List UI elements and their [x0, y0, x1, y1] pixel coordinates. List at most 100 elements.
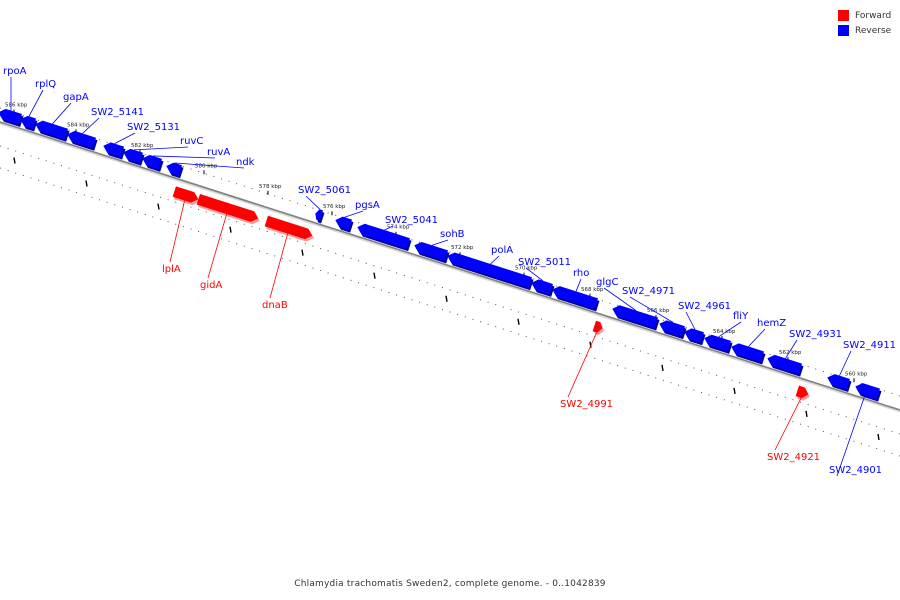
scale-tick-mark [445, 295, 448, 302]
gene-SW2_4961[interactable]: SW2_4961 [678, 301, 731, 346]
gene-arrow[interactable] [67, 130, 96, 149]
gene-rho[interactable]: rho [552, 268, 600, 312]
scale-tick-mark [85, 180, 88, 187]
gene-leader [82, 117, 100, 134]
gene-leader [28, 89, 44, 117]
gene-label[interactable]: SW2_5131 [127, 122, 180, 133]
gene-label[interactable]: gapA [63, 92, 89, 103]
gene-SW2_5141[interactable]: SW2_5141 [67, 107, 144, 151]
gene-label[interactable]: SW2_5011 [518, 257, 571, 268]
gene-arrow[interactable] [592, 320, 603, 333]
gene-label[interactable]: SW2_5041 [385, 215, 438, 226]
gene-arrow[interactable] [731, 343, 764, 362]
gene-arrow[interactable] [166, 162, 182, 176]
gene-arrow[interactable] [552, 286, 598, 309]
gene-arrow[interactable] [335, 216, 352, 231]
gene-arrow[interactable] [414, 241, 448, 261]
gene-label[interactable]: gidA [200, 280, 222, 291]
gene-arrow[interactable] [795, 385, 809, 399]
gene-label[interactable]: SW2_4901 [829, 465, 882, 476]
scale-label: 578 kbp [259, 184, 282, 190]
gene-gidA[interactable]: gidA [196, 194, 260, 291]
scale-tick-mark [13, 157, 16, 164]
gene-SW2_4911[interactable]: SW2_4911 [827, 340, 896, 392]
gene-hemZ[interactable]: hemZ [731, 318, 786, 365]
gene-arrow[interactable] [0, 108, 22, 125]
gene-label[interactable]: SW2_4961 [678, 301, 731, 312]
gene-lplA[interactable]: lplA [162, 186, 200, 275]
gene-label[interactable]: pgsA [355, 200, 380, 211]
gene-arrow[interactable] [315, 209, 323, 221]
gene-label[interactable]: ruvC [180, 136, 203, 147]
gene-ruvA[interactable]: ruvA [142, 147, 230, 172]
gene-arrow[interactable] [855, 383, 880, 400]
gene-label[interactable]: rplQ [35, 79, 56, 90]
gene-arrow[interactable] [704, 334, 731, 352]
gene-label[interactable]: lplA [162, 264, 181, 275]
gene-label[interactable]: SW2_5061 [298, 185, 351, 196]
gene-SW2_5011[interactable]: SW2_5011 [518, 257, 571, 297]
gene-arrow[interactable] [196, 194, 259, 222]
gene-sohB[interactable]: sohB [414, 229, 465, 264]
gene-arrow[interactable] [767, 354, 802, 375]
gene-label[interactable]: ruvA [207, 147, 230, 158]
gene-label[interactable]: SW2_4921 [767, 452, 820, 463]
gene-gapA[interactable]: gapA [35, 92, 89, 142]
gene-label[interactable]: SW2_4971 [622, 286, 675, 297]
gene-leader [567, 332, 598, 398]
gene-label[interactable]: rpoA [3, 66, 27, 77]
gene-arrow[interactable] [612, 305, 658, 329]
guide-line-upper [0, 107, 900, 397]
gene-label[interactable]: fliY [733, 311, 749, 322]
gene-arrow[interactable] [531, 279, 553, 295]
gene-SW2_5131[interactable]: SW2_5131 [103, 122, 180, 160]
gene-polA[interactable]: polA [447, 245, 534, 291]
gene-arrow[interactable] [103, 142, 124, 158]
gene-SW2_5061[interactable]: SW2_5061 [298, 185, 351, 224]
gene-leader [384, 225, 394, 231]
gene-label[interactable]: dnaB [262, 300, 288, 311]
gene-SW2_4971[interactable]: SW2_4971 [622, 286, 687, 340]
gene-rplQ[interactable]: rplQ [20, 79, 56, 132]
gene-SW2_4991[interactable]: SW2_4991 [560, 320, 613, 410]
gene-label[interactable]: ndk [236, 157, 255, 168]
gene-arrow[interactable] [264, 215, 313, 240]
gene-SW2_4921[interactable]: SW2_4921 [767, 385, 820, 463]
gene-arrow[interactable] [827, 374, 850, 390]
gene-arrow[interactable] [20, 115, 36, 129]
gene-pgsA[interactable]: pgsA [335, 200, 380, 233]
gene-arrow[interactable] [123, 148, 143, 164]
scale-label: 564 kbp [713, 329, 736, 335]
gene-arrow[interactable] [357, 223, 410, 249]
gene-arrow[interactable] [172, 186, 199, 203]
gene-ruvC[interactable]: ruvC [123, 136, 203, 166]
gene-label[interactable]: SW2_4931 [789, 329, 842, 340]
reverse-swatch [838, 25, 849, 36]
gene-label[interactable]: SW2_4991 [560, 399, 613, 410]
gene-label[interactable]: polA [491, 245, 513, 256]
gene-arrow[interactable] [447, 252, 532, 288]
scale-tick-mark [805, 410, 808, 418]
gene-glgC[interactable]: glgC [596, 277, 660, 331]
scale-label: 572 kbp [451, 245, 474, 251]
gene-label[interactable]: SW2_5141 [91, 107, 144, 118]
gene-label[interactable]: rho [573, 268, 589, 279]
gene-SW2_5041[interactable]: SW2_5041 [357, 215, 438, 252]
gene-arrow[interactable] [35, 120, 68, 140]
gene-SW2_4931[interactable]: SW2_4931 [767, 329, 842, 377]
gene-rpoA[interactable]: rpoA [0, 66, 27, 128]
gene-fliY[interactable]: fliY [704, 311, 749, 354]
gene-label[interactable]: glgC [596, 277, 618, 288]
gene-label[interactable]: sohB [440, 229, 465, 240]
gene-arrow[interactable] [659, 320, 685, 337]
gene-ndk[interactable]: ndk [166, 157, 255, 179]
gene-label[interactable]: hemZ [757, 318, 786, 329]
gene-SW2_4901[interactable]: SW2_4901 [829, 383, 882, 477]
gene-leader [133, 146, 189, 151]
gene-dnaB[interactable]: dnaB [262, 215, 314, 311]
gene-label[interactable]: SW2_4911 [843, 340, 896, 351]
gene-arrow[interactable] [684, 328, 704, 343]
gene-leader [431, 239, 449, 246]
gene-arrow[interactable] [142, 154, 162, 170]
